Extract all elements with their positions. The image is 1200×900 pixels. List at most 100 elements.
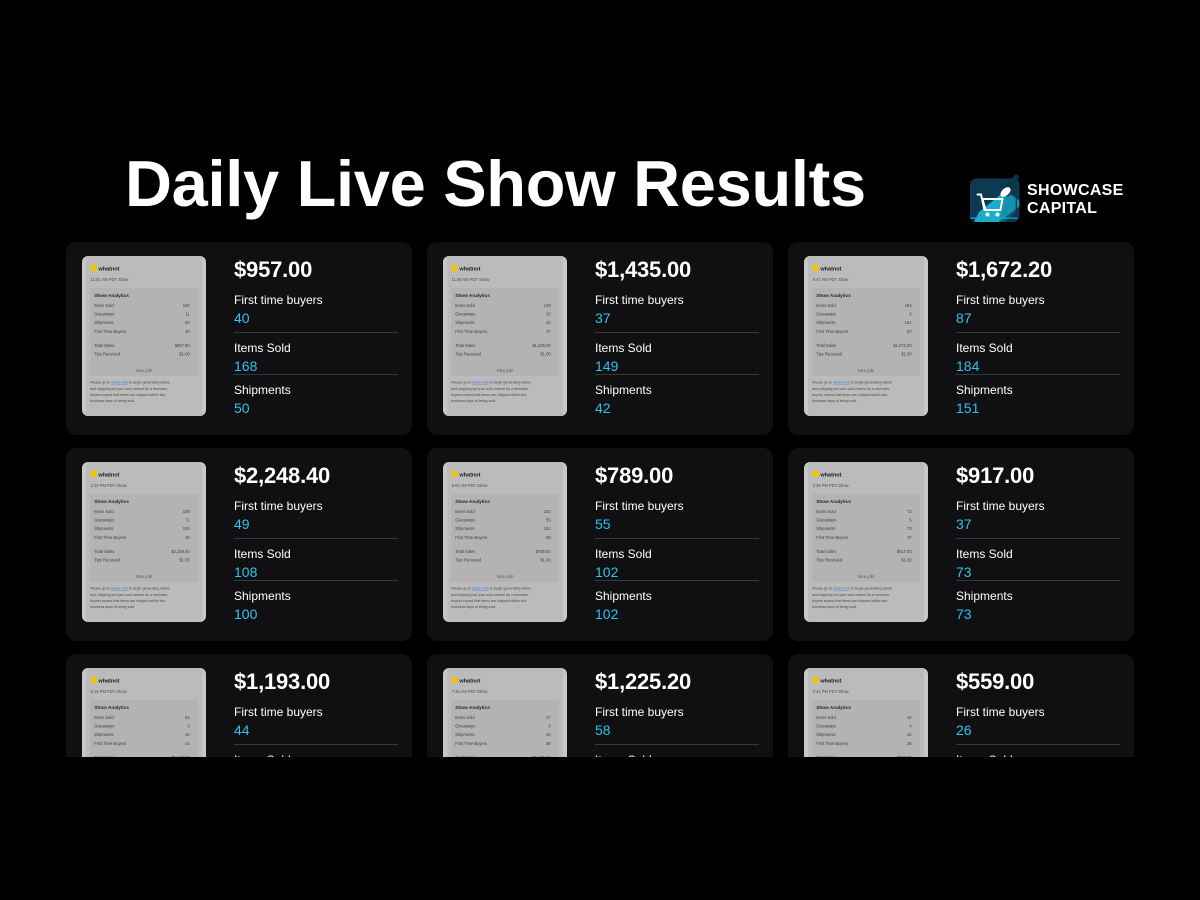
svg-text:First Time Buyers: First Time Buyers (455, 329, 487, 334)
svg-text:First Time Buyers: First Time Buyers (816, 741, 848, 746)
svg-text:buyers expect that items are s: buyers expect that items are shipped wit… (451, 599, 526, 603)
svg-text:Tips Received: Tips Received (94, 351, 121, 356)
svg-text:168: 168 (183, 303, 191, 308)
svg-text:Items Sold: Items Sold (455, 303, 475, 308)
svg-text:whatnot: whatnot (819, 678, 841, 684)
svg-text:Total Sales: Total Sales (816, 343, 836, 348)
svg-text:Giveaways: Giveaways (455, 517, 475, 522)
svg-text:Shipments: Shipments (816, 526, 835, 531)
svg-text:business days of being sold.: business days of being sold. (451, 399, 496, 403)
svg-text:Total Sales: Total Sales (94, 343, 114, 348)
svg-text:Show Analytics: Show Analytics (816, 705, 851, 710)
svg-text:and shipping out your sold ord: and shipping out your sold orders! As a … (451, 593, 529, 597)
svg-text:2:10 PM PDT Show: 2:10 PM PDT Show (91, 483, 127, 488)
svg-text:Total Sales: Total Sales (816, 549, 836, 554)
svg-text:55: 55 (546, 535, 551, 540)
svg-text:Shipments: Shipments (455, 320, 474, 325)
svg-text:business days of being sold.: business days of being sold. (90, 399, 135, 403)
svg-text:102: 102 (544, 526, 552, 531)
svg-text:Show Analytics: Show Analytics (816, 499, 851, 504)
svg-text:Show Analytics: Show Analytics (94, 705, 129, 710)
svg-text:First Time Buyers: First Time Buyers (455, 741, 487, 746)
svg-text:87: 87 (907, 329, 912, 334)
svg-text:Items Sold: Items Sold (94, 509, 114, 514)
svg-text:49: 49 (185, 535, 190, 540)
svg-text:73: 73 (907, 526, 912, 531)
svg-text:73: 73 (907, 509, 912, 514)
svg-text:Shipments: Shipments (455, 526, 474, 531)
svg-text:Please go to Seller Hub to beg: Please go to Seller Hub to begin generat… (451, 587, 531, 591)
svg-text:Nice job!: Nice job! (136, 574, 153, 579)
svg-text:Show Analytics: Show Analytics (455, 705, 490, 710)
svg-text:Total Sales: Total Sales (455, 343, 475, 348)
svg-text:Tips Received: Tips Received (816, 557, 843, 562)
svg-text:First Time Buyers: First Time Buyers (455, 535, 487, 540)
svg-text:Shipments: Shipments (94, 732, 113, 737)
svg-text:business days of being sold.: business days of being sold. (90, 605, 135, 609)
svg-text:Please go to Seller Hub to beg: Please go to Seller Hub to begin generat… (812, 381, 892, 385)
svg-text:Nice job!: Nice job! (858, 574, 875, 579)
svg-text:64: 64 (185, 715, 190, 720)
svg-text:Show Analytics: Show Analytics (94, 293, 129, 298)
svg-text:42: 42 (546, 320, 551, 325)
svg-text:Giveaways: Giveaways (455, 311, 475, 316)
svg-text:100: 100 (183, 526, 191, 531)
svg-text:8:47 AM PDT Show: 8:47 AM PDT Show (813, 277, 849, 282)
svg-text:11:58 AM PDT Show: 11:58 AM PDT Show (452, 277, 490, 282)
svg-text:Items Sold: Items Sold (455, 715, 475, 720)
svg-text:Shipments: Shipments (455, 732, 474, 737)
svg-text:Items Sold: Items Sold (816, 715, 836, 720)
svg-text:71: 71 (185, 517, 190, 522)
svg-text:55: 55 (546, 517, 551, 522)
svg-text:buyers expect that items are s: buyers expect that items are shipped wit… (90, 599, 165, 603)
svg-text:Tips Received: Tips Received (816, 351, 843, 356)
svg-text:whatnot: whatnot (819, 266, 841, 272)
svg-text:Giveaways: Giveaways (816, 723, 836, 728)
svg-text:Shipments: Shipments (94, 320, 113, 325)
svg-text:buyers expect that items are s: buyers expect that items are shipped wit… (812, 599, 887, 603)
svg-text:Shipments: Shipments (816, 732, 835, 737)
svg-text:11:01 AM PDT Show: 11:01 AM PDT Show (91, 277, 129, 282)
svg-text:Please go to Seller Hub to beg: Please go to Seller Hub to begin generat… (90, 381, 170, 385)
svg-text:Nice job!: Nice job! (858, 368, 875, 373)
svg-text:$1.00: $1.00 (540, 351, 551, 356)
svg-text:Nice job!: Nice job! (497, 574, 514, 579)
svg-text:9:02 AM PDT Show: 9:02 AM PDT Show (452, 483, 488, 488)
svg-text:whatnot: whatnot (97, 472, 119, 478)
svg-text:37: 37 (546, 329, 551, 334)
svg-text:whatnot: whatnot (458, 678, 480, 684)
svg-text:$1.00: $1.00 (179, 557, 190, 562)
svg-text:whatnot: whatnot (819, 472, 841, 478)
svg-text:buyers expect that items are s: buyers expect that items are shipped wit… (812, 393, 887, 397)
svg-text:First Time Buyers: First Time Buyers (816, 535, 848, 540)
svg-text:50: 50 (185, 320, 190, 325)
svg-text:Please go to Seller Hub to beg: Please go to Seller Hub to begin generat… (451, 381, 531, 385)
svg-text:Please go to Seller Hub to beg: Please go to Seller Hub to begin generat… (812, 587, 892, 591)
svg-text:149: 149 (544, 303, 552, 308)
svg-text:Nice job!: Nice job! (497, 368, 514, 373)
svg-text:3:41 PM PDT Show: 3:41 PM PDT Show (813, 689, 849, 694)
svg-text:$1.00: $1.00 (901, 351, 912, 356)
svg-text:and shipping out your sold ord: and shipping out your sold orders! As a … (90, 387, 168, 391)
svg-text:Items Sold: Items Sold (816, 509, 836, 514)
svg-text:business days of being sold.: business days of being sold. (812, 399, 857, 403)
svg-text:11: 11 (185, 311, 190, 316)
svg-text:184: 184 (905, 303, 913, 308)
svg-text:Giveaways: Giveaways (816, 517, 836, 522)
svg-text:3:36 PM PDT Show: 3:36 PM PDT Show (813, 483, 849, 488)
svg-text:business days of being sold.: business days of being sold. (812, 605, 857, 609)
svg-text:buyers expect that items are s: buyers expect that items are shipped wit… (90, 393, 165, 397)
svg-text:151: 151 (905, 320, 913, 325)
svg-text:business days of being sold.: business days of being sold. (451, 605, 496, 609)
svg-text:Show Analytics: Show Analytics (455, 499, 490, 504)
svg-text:and shipping out your sold ord: and shipping out your sold orders! As a … (451, 387, 529, 391)
svg-text:$1.00: $1.00 (179, 351, 190, 356)
svg-text:$957.00: $957.00 (175, 343, 191, 348)
svg-text:Giveaways: Giveaways (94, 517, 114, 522)
svg-text:7:26 AM PDT Show: 7:26 AM PDT Show (452, 689, 488, 694)
svg-text:40: 40 (185, 329, 190, 334)
svg-text:Tips Received: Tips Received (455, 557, 482, 562)
svg-text:26: 26 (907, 741, 912, 746)
svg-text:$1,672.20: $1,672.20 (893, 343, 912, 348)
svg-text:Giveaways: Giveaways (94, 723, 114, 728)
